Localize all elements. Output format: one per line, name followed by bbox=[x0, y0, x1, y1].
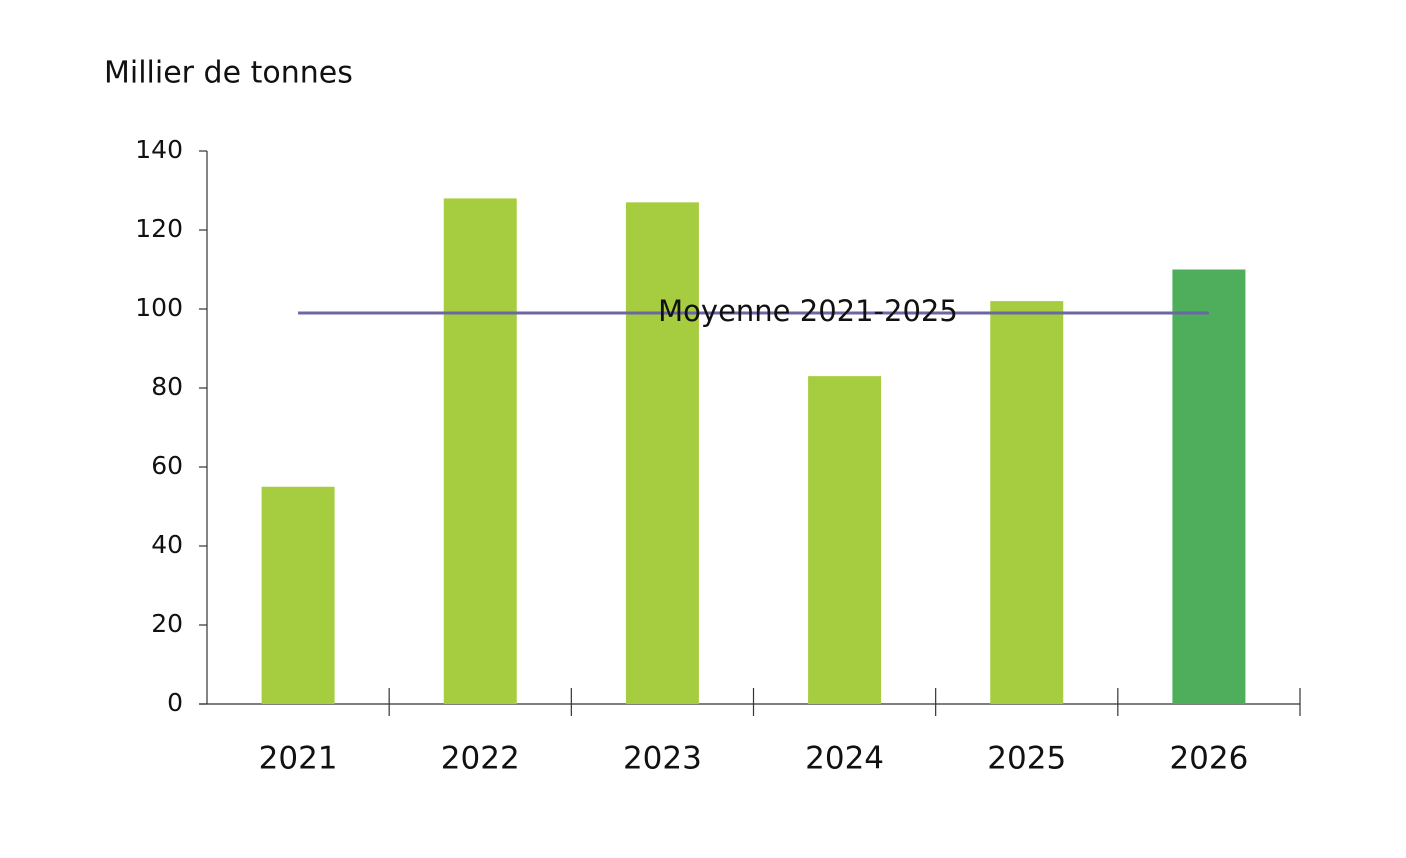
bar bbox=[625, 202, 699, 704]
y-axis-title: Millier de tonnes bbox=[104, 56, 353, 91]
y-tick-label: 0 bbox=[167, 688, 183, 717]
y-tick-label: 60 bbox=[151, 451, 183, 480]
bar bbox=[808, 376, 882, 704]
bar bbox=[443, 198, 517, 704]
y-tick-label: 80 bbox=[151, 372, 183, 401]
y-tick-label: 20 bbox=[151, 609, 183, 638]
x-tick-label: 2021 bbox=[259, 741, 338, 777]
x-tick-label: 2026 bbox=[1169, 741, 1248, 777]
y-tick-label: 120 bbox=[135, 214, 183, 243]
y-tick-label: 140 bbox=[135, 135, 183, 164]
x-tick-label: 2022 bbox=[441, 741, 520, 777]
x-tick-label: 2023 bbox=[623, 741, 702, 777]
bar bbox=[261, 486, 335, 704]
y-tick-label: 100 bbox=[135, 293, 183, 322]
y-tick-label: 40 bbox=[151, 530, 183, 559]
x-tick-label: 2025 bbox=[987, 741, 1066, 777]
bar bbox=[990, 301, 1064, 704]
bar bbox=[1172, 269, 1246, 704]
x-tick-label: 2024 bbox=[805, 741, 884, 777]
average-label: Moyenne 2021-2025 bbox=[658, 294, 958, 328]
